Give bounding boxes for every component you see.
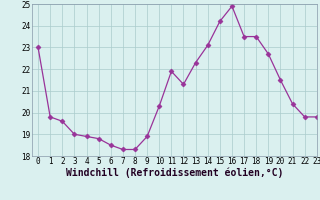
X-axis label: Windchill (Refroidissement éolien,°C): Windchill (Refroidissement éolien,°C) xyxy=(66,168,283,178)
